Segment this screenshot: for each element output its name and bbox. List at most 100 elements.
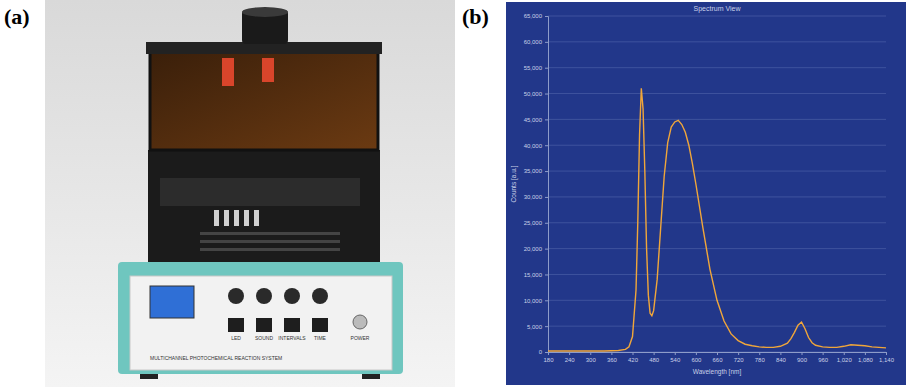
y-tick-mark <box>545 119 548 120</box>
x-axis-title: Wavelength [nm] <box>693 368 742 376</box>
y-tick: 60,000 <box>524 39 548 45</box>
x-tick-mark <box>569 352 570 355</box>
y-tick-label: 50,000 <box>524 91 543 97</box>
x-axis: 180 240 300 360 420 480 540 600 660 720 780 840 900 9… <box>543 352 894 363</box>
button-label: TIME <box>314 335 327 341</box>
x-tick-mark <box>780 352 781 355</box>
x-tick-mark <box>886 352 887 355</box>
y-axis: 05,00010,00015,00020,00025,00030,00035,0… <box>524 13 549 355</box>
button-label: INTERVALS <box>278 335 306 341</box>
y-tick-label: 55,000 <box>524 65 543 71</box>
x-tick-mark <box>696 352 697 355</box>
device-lamp <box>262 58 274 82</box>
chart-background <box>506 2 906 385</box>
device-display <box>150 286 194 318</box>
chart-title: Spectrum View <box>694 5 742 13</box>
y-tick-mark <box>545 300 548 301</box>
device-tray <box>160 178 360 206</box>
button-label: SOUND <box>255 335 273 341</box>
device-front-panel <box>130 276 392 370</box>
x-tick-mark <box>633 352 634 355</box>
device-vent <box>200 232 340 235</box>
device-foot <box>140 374 158 379</box>
y-tick: 40,000 <box>524 143 548 149</box>
device-button <box>312 318 328 332</box>
x-axis-line <box>549 353 887 356</box>
y-tick-label: 0 <box>539 349 543 355</box>
y-axis-title: Counts [a.u.] <box>510 165 518 202</box>
y-tick-label: 25,000 <box>524 220 543 226</box>
x-tick: 540 <box>670 352 681 363</box>
device-lamp <box>222 58 234 86</box>
y-tick-label: 30,000 <box>524 194 543 200</box>
button-label: LED <box>231 335 241 341</box>
x-tick-mark <box>738 352 739 355</box>
x-tick-label: 840 <box>776 357 787 363</box>
device-base <box>118 262 403 374</box>
x-tick-mark <box>675 352 676 355</box>
x-tick-label: 300 <box>586 357 597 363</box>
x-tick: 360 <box>607 352 618 363</box>
power-button <box>353 315 367 329</box>
panel-label: (a) <box>4 4 30 29</box>
device-fan-top <box>242 7 288 17</box>
grid <box>548 16 886 352</box>
x-tick-label: 660 <box>712 357 723 363</box>
y-tick-label: 15,000 <box>524 272 543 278</box>
y-tick: 0 <box>539 349 548 355</box>
x-tick-mark <box>802 352 803 355</box>
x-tick-mark <box>611 352 612 355</box>
y-tick-mark <box>545 145 548 146</box>
x-tick: 720 <box>734 352 745 363</box>
y-tick: 65,000 <box>524 13 548 19</box>
device-lower-body <box>148 150 380 262</box>
y-tick-mark <box>545 171 548 172</box>
x-tick-label: 240 <box>565 357 576 363</box>
grid-line <box>548 248 886 249</box>
y-tick-label: 35,000 <box>524 168 543 174</box>
y-tick-label: 60,000 <box>524 39 543 45</box>
x-tick-label: 180 <box>543 357 554 363</box>
x-tick: 600 <box>691 352 702 363</box>
plot-area <box>548 88 886 351</box>
device-cover <box>150 52 378 150</box>
x-tick-mark <box>654 352 655 355</box>
y-tick-mark <box>545 94 548 95</box>
device-slot <box>234 210 239 226</box>
x-tick: 1,140 <box>879 352 895 363</box>
panel-a: LEDSOUNDINTERVALSTIMEPOWERMULTICHANNEL P… <box>45 0 455 387</box>
x-tick-mark <box>759 352 760 355</box>
x-tick-mark <box>717 352 718 355</box>
grid-line <box>548 171 886 172</box>
x-tick: 840 <box>776 352 787 363</box>
power-label: POWER <box>351 335 370 341</box>
x-tick-label: 480 <box>649 357 660 363</box>
y-tick: 30,000 <box>524 194 548 200</box>
x-tick-label: 900 <box>797 357 808 363</box>
device-button <box>256 318 272 332</box>
x-tick: 420 <box>628 352 639 363</box>
device-knob <box>284 288 300 304</box>
y-tick: 25,000 <box>524 220 548 226</box>
y-tick-mark <box>545 16 548 17</box>
x-tick: 300 <box>586 352 597 363</box>
x-tick-label: 960 <box>818 357 829 363</box>
x-tick-mark <box>590 352 591 355</box>
y-tick: 45,000 <box>524 117 548 123</box>
device-slot <box>224 210 229 226</box>
device-slot <box>254 210 259 226</box>
x-tick-mark <box>844 352 845 355</box>
x-tick-label: 780 <box>755 357 766 363</box>
y-tick-mark <box>545 326 548 327</box>
y-tick: 5,000 <box>527 324 548 330</box>
y-tick-mark <box>545 249 548 250</box>
y-tick-mark <box>545 42 548 43</box>
spectrum-line <box>548 88 886 351</box>
y-tick: 55,000 <box>524 65 548 71</box>
device-foot <box>362 374 380 379</box>
x-tick-label: 1,020 <box>837 357 853 363</box>
y-tick: 15,000 <box>524 272 548 278</box>
photo-background <box>45 0 455 387</box>
grid-line <box>548 67 886 68</box>
panel-label: (b) <box>462 4 489 29</box>
